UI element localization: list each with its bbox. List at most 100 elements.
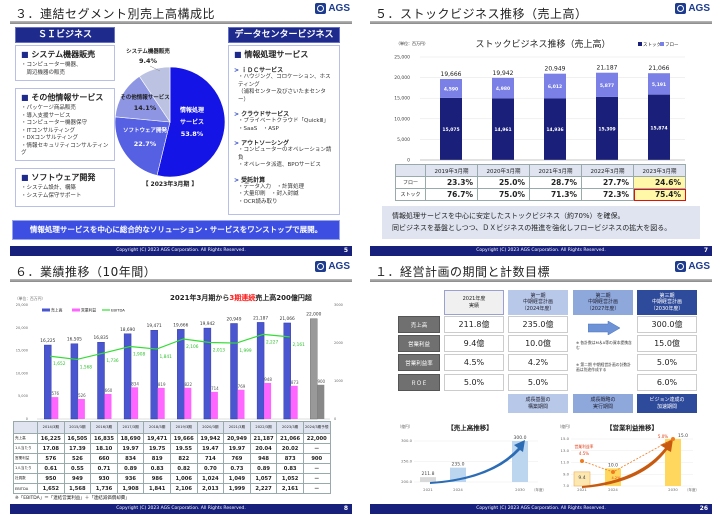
legend-label: 営業利益 (81, 308, 96, 313)
sales-label: 21,066 (280, 316, 295, 322)
data-cell: 949 (63, 473, 92, 484)
plan-column-header: 2021年度 実績 (444, 290, 504, 315)
dc-section-item: （浦和センター及びさいたまセンター） (238, 89, 326, 103)
sales-label: 300.0 (514, 435, 527, 441)
data-cell: 834 (116, 453, 145, 464)
chart-title: ストックビジネス推移（売上高） (475, 38, 610, 50)
metric-label: 売上高 (398, 316, 440, 333)
metric-label: 営業利益 (398, 335, 440, 352)
plan-note: ※ 第二期 中期経営計画の計数計画は別途作成する (576, 362, 631, 372)
operating-profit-bar (157, 387, 165, 419)
sales-label: 21,187 (253, 315, 268, 321)
growth-arrow-icon (430, 440, 525, 484)
ebitda-label: 2,106 (186, 344, 199, 350)
row-label: 1人当たり (13, 463, 38, 474)
metric-value: 6.0% (637, 374, 697, 391)
pie-label: 情報処理 (180, 106, 204, 114)
dc-section-head: 受託計算 (234, 175, 334, 184)
metric-value: 5.0% (444, 374, 504, 391)
ags-logo: AGS (315, 261, 350, 272)
stock-note: 情報処理サービスを中心に安定したストックビジネス（約70%）を確保。 同ビジネス… (382, 206, 700, 239)
data-cell: 17.08 (37, 443, 65, 454)
data-cell: － (302, 483, 331, 494)
total-label: 20,949 (545, 66, 566, 73)
stock-bar-chart: 0 5,000 10,000 15,000 20,000 25,000 （単位：百万円） スト… (394, 38, 685, 164)
header-row: 2019年3月期 2020年3月期 2021年3月期 2022年3月期 2023年3月期 (395, 164, 686, 177)
si-box-title: ソフトウェア開発 (21, 172, 109, 183)
row-label: EBITDA (13, 483, 38, 494)
margin-label: 営業利益率 (575, 444, 594, 449)
sales-label: 18,690 (120, 327, 135, 333)
data-cell: 873 (276, 453, 304, 464)
data-cell: 21,066 (276, 433, 304, 444)
y-tick: 15.0 (561, 436, 570, 441)
y-tick-label: 5,000 (397, 137, 410, 143)
ags-logo-icon (315, 261, 327, 272)
data-cell: 900 (302, 453, 331, 464)
y-tick-label: 10,000 (394, 116, 410, 122)
data-cell: 986 (143, 473, 171, 484)
ratio-cell: 27.7% (581, 176, 634, 189)
si-box-title: その他情報サービス (21, 92, 109, 103)
title-rule (370, 279, 712, 282)
y-tick: 300.0 (401, 438, 412, 443)
data-cell: 20.02 (276, 443, 304, 454)
flow-value-label: 4,590 (444, 86, 458, 92)
data-cell: 1,057 (249, 473, 278, 484)
x-suffix: （年度） (532, 487, 546, 492)
ebitda-label: 1,568 (80, 364, 93, 370)
summary-banner: 情報処理サービスを中心に総合的なソリューション・サービスをワンストップで展開。 (12, 220, 340, 240)
sales-label: 211.8 (422, 471, 435, 477)
ratio-cell: 71.3% (529, 188, 582, 201)
y-tick: 250.0 (401, 459, 412, 464)
legend-label: ストック (643, 42, 661, 48)
data-cell: 950 (37, 473, 65, 484)
copyright: Copyright (C) 2023 AGS Corporation. All … (116, 248, 246, 253)
data-row: 売上高 16,225 16,505 16,835 18,690 19,471 19,666 1… (13, 433, 331, 444)
right-y-tick: 2000 (334, 341, 343, 345)
slide-10-year-results: ６．業績推移（10年間） AGS 2021年3月期から3期連続売上高200億円超… (0, 258, 360, 515)
metric-value: 5.0% (508, 374, 568, 391)
data-cell: 19,942 (196, 433, 225, 444)
ags-logo-icon (315, 3, 327, 14)
operating-profit-label: 576 (51, 391, 59, 396)
stock-bar (544, 98, 566, 160)
sales-bar (230, 323, 238, 420)
operating-profit-label: 660 (105, 388, 113, 393)
margin-value: 5.0% (658, 434, 668, 439)
data-cell: 2,106 (169, 483, 198, 494)
data-cell: 18,690 (116, 433, 145, 444)
dc-section-item: ・SaaS ・ASP (238, 125, 279, 132)
data-cell: 526 (63, 453, 92, 464)
stock-ratio-table: 2019年3月期 2020年3月期 2021年3月期 2022年3月期 2023年3月期… (395, 164, 686, 201)
flow-value-label: 5,877 (600, 83, 614, 89)
data-cell: 1,024 (196, 473, 225, 484)
dc-section-item: ・OCR読み取り (238, 198, 278, 205)
year-header: 2020/3期 (196, 421, 225, 434)
data-cell: 1,736 (90, 483, 118, 494)
year-header: 2023年3月期 (633, 164, 686, 177)
sales-bar (310, 318, 318, 420)
legend-swatch (72, 308, 80, 312)
year-header: 2022/3期 (249, 421, 278, 434)
ratio-cell: 23.3% (425, 176, 478, 189)
operating-profit-bar (264, 382, 272, 419)
si-box-item: ・ITコンサルティング (21, 127, 76, 134)
si-box-item: ・導入支援サービス (21, 112, 71, 119)
stock-value-label: 14,961 (494, 127, 511, 133)
leader-line (149, 65, 161, 72)
operating-profit-label: 714 (211, 386, 219, 391)
footer: Copyright (C) 2023 AGS Corporation. All … (10, 246, 352, 256)
sales-bar (44, 344, 52, 420)
title-rule (370, 21, 712, 24)
phase-label: ビジョン達成の 加速期間 (637, 394, 697, 413)
metric-value: 300.0億 (637, 316, 697, 333)
total-label: 21,066 (649, 65, 670, 72)
pie-value: 14.1% (134, 104, 157, 112)
unit-label: （単位：百万円） (396, 40, 428, 46)
flow-value-label: 4,980 (496, 86, 510, 92)
margin-value: 4.5% (579, 451, 589, 456)
sales-bar (283, 322, 291, 420)
data-cell: 714 (196, 453, 225, 464)
sales-label: 19,666 (173, 322, 188, 328)
